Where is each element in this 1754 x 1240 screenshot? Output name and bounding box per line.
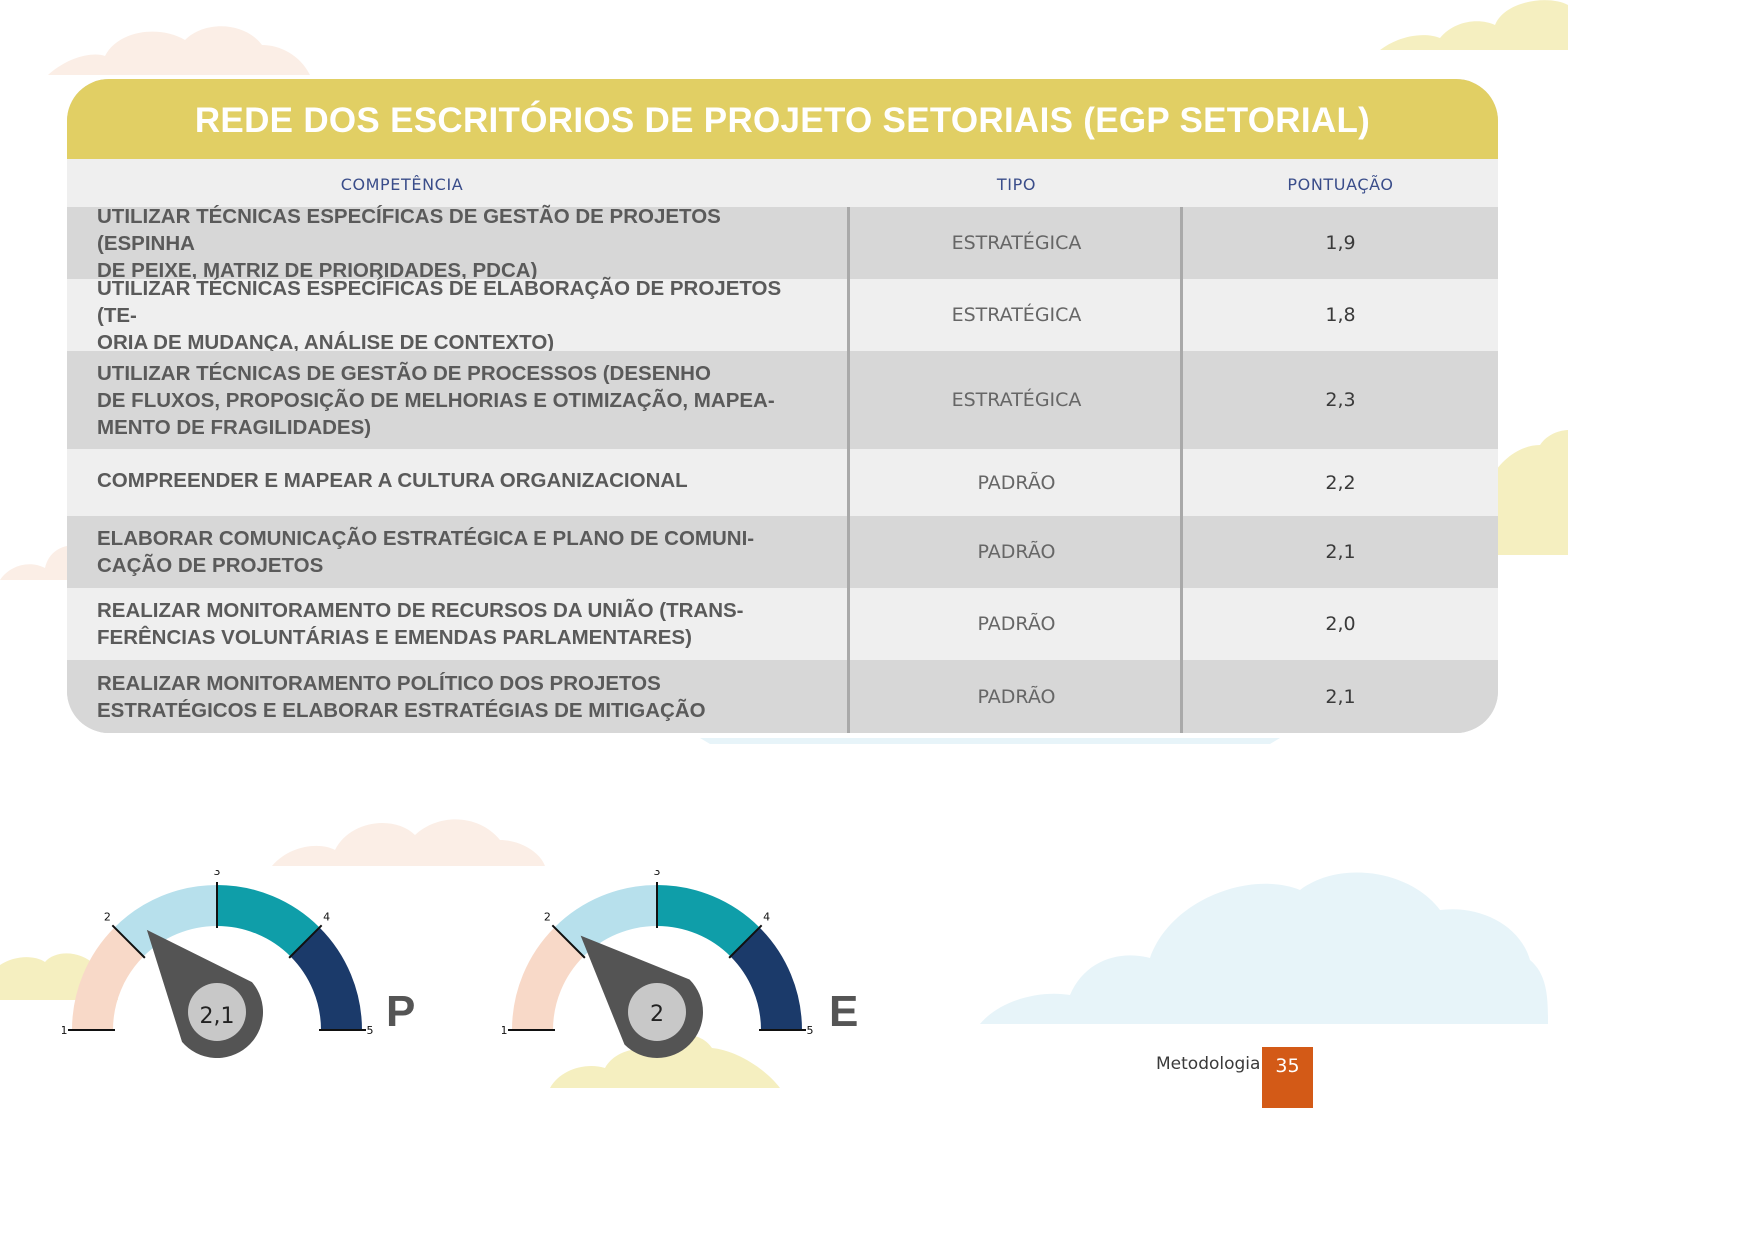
gauge-tick-label: 4 xyxy=(323,910,330,923)
competencia-cell: REALIZAR MONITORAMENTO DE RECURSOS DA UN… xyxy=(97,599,744,649)
background-clouds xyxy=(0,0,1568,1088)
column-header-competencia: COMPETÊNCIA xyxy=(340,175,464,194)
section-label: Metodologia xyxy=(1156,1054,1261,1074)
gauge-tick-label: 3 xyxy=(654,870,661,878)
cloud-shape xyxy=(550,1034,780,1088)
gauge-tick xyxy=(288,924,323,959)
gauge-tick-label: 4 xyxy=(763,910,770,923)
gauge-tick xyxy=(728,924,763,959)
cloud-shape xyxy=(48,26,310,76)
pontuacao-cell: 1,8 xyxy=(1325,304,1356,326)
table-row: REALIZAR MONITORAMENTO POLÍTICO DOS PROJ… xyxy=(67,660,1498,733)
gauge-hub xyxy=(628,983,686,1041)
table-title: REDE DOS ESCRITÓRIOS DE PROJETO SETORIAI… xyxy=(194,101,1371,140)
gauge-e: 1 2 3 4 5 2 xyxy=(502,870,814,1058)
gauge-tick-label: 3 xyxy=(214,870,221,878)
cloud-shape xyxy=(980,872,1548,1024)
gauge-segment xyxy=(290,927,362,1030)
gauge-segment xyxy=(512,927,584,1030)
gauge-tick xyxy=(111,924,146,959)
gauge-tick-label: 5 xyxy=(367,1024,374,1037)
pontuacao-cell: 1,9 xyxy=(1325,232,1356,254)
pontuacao-cell: 2,2 xyxy=(1325,471,1356,494)
gauge-tick-label: 5 xyxy=(807,1024,814,1037)
tipo-cell: PADRÃO xyxy=(977,613,1056,635)
gauge-p: 1 2 3 4 5 2,1 xyxy=(62,870,374,1059)
gauge-segment xyxy=(657,885,760,957)
table-row: UTILIZAR TÉCNICAS ESPECÍFICAS DE ELABORA… xyxy=(67,276,1498,354)
cloud-shape xyxy=(1380,0,1568,50)
tipo-cell: PADRÃO xyxy=(977,541,1056,563)
table-row: UTILIZAR TÉCNICAS DE GESTÃO DE PROCESSOS… xyxy=(67,351,1498,449)
gauge-segment xyxy=(114,885,217,957)
competencia-cell: UTILIZAR TÉCNICAS ESPECÍFICAS DE GESTÃO … xyxy=(97,204,721,282)
tipo-cell: PADRÃO xyxy=(977,685,1056,708)
cloud-shape xyxy=(700,738,1280,744)
gauge-tick-label: 1 xyxy=(502,1024,508,1037)
competencia-cell: ELABORAR COMUNICAÇÃO ESTRATÉGICA E PLANO… xyxy=(97,527,755,577)
table-row: REALIZAR MONITORAMENTO DE RECURSOS DA UN… xyxy=(67,588,1498,660)
gauge-tick-label: 2 xyxy=(544,910,551,923)
gauge-value: 2,1 xyxy=(200,1004,235,1029)
competencia-cell: UTILIZAR TÉCNICAS ESPECÍFICAS DE ELABORA… xyxy=(97,276,782,354)
table-row: COMPREENDER E MAPEAR A CULTURA ORGANIZAC… xyxy=(67,449,1498,516)
tipo-cell: PADRÃO xyxy=(977,471,1056,494)
gauge-segment xyxy=(217,885,320,957)
competencia-cell: REALIZAR MONITORAMENTO POLÍTICO DOS PROJ… xyxy=(97,671,706,722)
pontuacao-cell: 2,3 xyxy=(1325,389,1356,411)
gauge-segment xyxy=(554,885,657,957)
gauge-tick-label: 1 xyxy=(62,1024,68,1037)
cloud-shape xyxy=(1490,430,1568,555)
gauge-hub xyxy=(188,983,246,1041)
gauge-value: 2 xyxy=(650,1002,664,1027)
tipo-cell: ESTRATÉGICA xyxy=(951,389,1082,411)
tipo-cell: ESTRATÉGICA xyxy=(951,232,1082,254)
cloud-shape xyxy=(272,819,545,866)
competencia-cell: COMPREENDER E MAPEAR A CULTURA ORGANIZAC… xyxy=(97,468,688,492)
pontuacao-cell: 2,0 xyxy=(1325,613,1356,635)
competency-table-card: REDE DOS ESCRITÓRIOS DE PROJETO SETORIAI… xyxy=(67,79,1498,733)
table-row: UTILIZAR TÉCNICAS ESPECÍFICAS DE GESTÃO … xyxy=(67,204,1498,282)
page-number: 35 xyxy=(1275,1055,1300,1077)
page-number-box: 35 xyxy=(1262,1047,1313,1108)
column-header-pontuacao: PONTUAÇÃO xyxy=(1287,175,1394,194)
competencia-cell: UTILIZAR TÉCNICAS DE GESTÃO DE PROCESSOS… xyxy=(97,361,775,439)
title-bar: REDE DOS ESCRITÓRIOS DE PROJETO SETORIAI… xyxy=(67,79,1498,159)
table-header-row: COMPETÊNCIA TIPO PONTUAÇÃO xyxy=(67,159,1498,207)
gauge-segment xyxy=(72,927,144,1030)
gauge-segment xyxy=(730,927,802,1030)
table-row: ELABORAR COMUNICAÇÃO ESTRATÉGICA E PLANO… xyxy=(67,516,1498,588)
gauge-letter-e: E xyxy=(829,987,859,1036)
pontuacao-cell: 2,1 xyxy=(1325,685,1356,708)
gauge-tick-label: 2 xyxy=(104,910,111,923)
pontuacao-cell: 2,1 xyxy=(1325,541,1356,563)
gauge-letter-p: P xyxy=(386,987,416,1036)
tipo-cell: ESTRATÉGICA xyxy=(951,304,1082,326)
column-divider xyxy=(1180,207,1183,733)
column-header-tipo: TIPO xyxy=(996,175,1037,194)
gauge-tick xyxy=(551,924,586,959)
column-divider xyxy=(847,207,850,733)
